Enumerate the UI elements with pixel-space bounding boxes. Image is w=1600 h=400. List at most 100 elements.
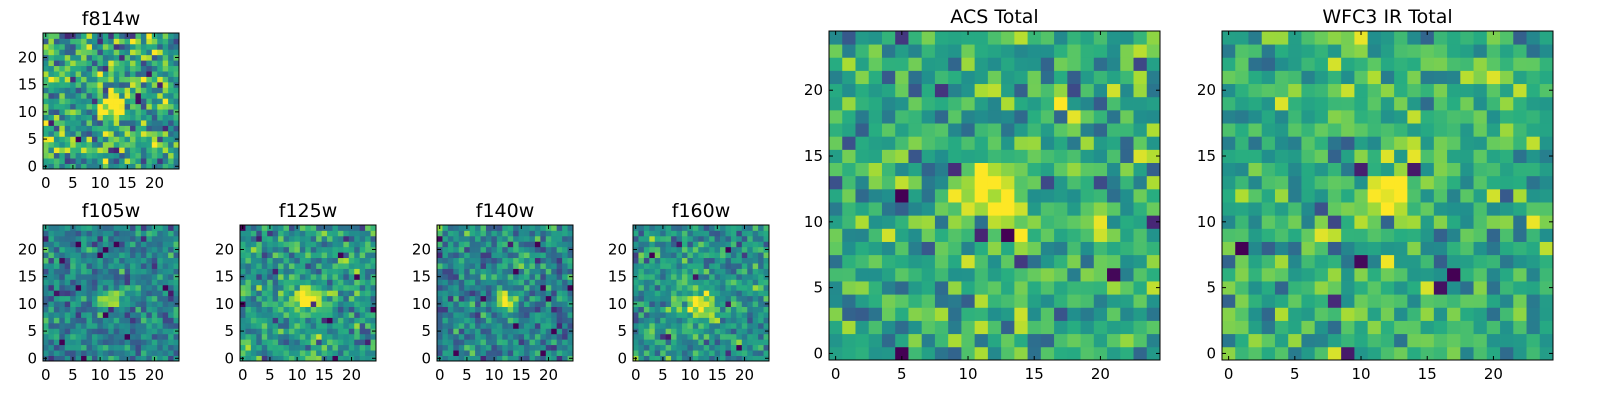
heatmap-cell — [921, 333, 936, 348]
heatmap-cell — [496, 268, 503, 275]
heatmap-cell — [709, 312, 715, 318]
heatmap-cell — [1526, 149, 1541, 163]
heatmap-cell — [485, 268, 492, 275]
heatmap-cell — [475, 290, 481, 297]
heatmap-cell — [91, 60, 98, 67]
heatmap-cell — [299, 252, 306, 259]
heatmap-cell — [513, 252, 519, 259]
heatmap-cell — [1407, 215, 1421, 229]
heatmap-cell — [53, 81, 60, 88]
heatmap-cell — [1526, 83, 1541, 98]
heatmap-cell — [327, 301, 333, 307]
heatmap-cell — [86, 130, 93, 137]
heatmap-cell — [86, 257, 93, 264]
heatmap-cell — [365, 268, 371, 275]
heatmap-cell — [842, 254, 856, 269]
heatmap-cell — [135, 263, 142, 269]
heatmap-cell — [70, 120, 77, 126]
heatmap-cell — [146, 87, 153, 94]
heatmap-cell — [562, 235, 568, 242]
heatmap-cell — [855, 83, 870, 98]
heatmap-cell — [1473, 188, 1488, 203]
heatmap-cell — [1367, 96, 1382, 111]
heatmap-cell — [124, 241, 131, 248]
heatmap-cell — [135, 312, 142, 318]
heatmap-cell — [1433, 136, 1448, 150]
heatmap-cell — [1433, 57, 1448, 71]
heatmap-cell — [475, 306, 481, 313]
heatmap-cell — [1040, 70, 1055, 85]
heatmap-cell — [119, 49, 125, 56]
heatmap-cell — [654, 284, 661, 291]
heatmap-cell — [534, 339, 541, 346]
heatmap-cell — [1001, 149, 1015, 163]
heatmap-cell — [1314, 346, 1329, 361]
heatmap-cell — [173, 317, 180, 324]
heatmap-cell — [908, 109, 923, 124]
heatmap-cell — [556, 246, 563, 253]
heatmap-cell — [687, 263, 694, 269]
heatmap-cell — [70, 328, 77, 335]
heatmap-cell — [119, 60, 125, 67]
heatmap-cell — [948, 267, 962, 282]
heatmap-cell — [752, 306, 759, 313]
heatmap-cell — [59, 43, 66, 50]
heatmap-cell — [1146, 228, 1161, 242]
heatmap-cell — [91, 152, 98, 159]
heatmap-cell — [316, 301, 322, 307]
heatmap-cell — [638, 328, 645, 335]
heatmap-cell — [359, 225, 366, 231]
heatmap-cell — [168, 125, 174, 132]
heatmap-cell — [1235, 31, 1249, 45]
heatmap-cell — [524, 333, 530, 340]
heatmap-cell — [278, 246, 284, 253]
heatmap-cell — [671, 333, 677, 340]
heatmap-cell — [763, 339, 770, 346]
heatmap-cell — [337, 350, 344, 356]
heatmap-cell — [1486, 254, 1501, 269]
heatmap-cell — [1301, 175, 1316, 190]
heatmap-cell — [475, 246, 481, 253]
heatmap-cell — [469, 279, 476, 286]
heatmap-cell — [1539, 44, 1554, 58]
heatmap-cell — [240, 252, 246, 259]
heatmap-cell — [948, 162, 962, 177]
heatmap-cell — [135, 284, 142, 291]
heatmap-cell — [437, 230, 443, 237]
heatmap-cell — [736, 295, 743, 302]
heatmap-cell — [1473, 254, 1488, 269]
heatmap-cell — [343, 295, 350, 302]
heatmap-cell — [1222, 202, 1236, 216]
heatmap-cell — [64, 147, 71, 154]
heatmap-cell — [698, 268, 705, 275]
heatmap-cell — [562, 290, 568, 297]
heatmap-cell — [173, 344, 180, 351]
y-tick-label: 5 — [1206, 279, 1216, 297]
heatmap-cell — [442, 257, 449, 264]
heatmap-cell — [921, 149, 936, 163]
heatmap-cell — [703, 344, 710, 351]
heatmap-cell — [1354, 188, 1369, 203]
heatmap-cell — [245, 290, 252, 297]
heatmap-cell — [1394, 70, 1408, 85]
heatmap-cell — [162, 109, 169, 115]
heatmap-cell — [43, 268, 49, 275]
heatmap-cell — [299, 225, 306, 231]
heatmap-cell — [1248, 136, 1263, 150]
heatmap-cell — [698, 322, 705, 329]
heatmap-cell — [81, 306, 87, 313]
heatmap-cell — [124, 246, 131, 253]
heatmap-cell — [447, 263, 454, 269]
heatmap-cell — [469, 350, 476, 356]
heatmap-cell — [1447, 333, 1461, 348]
heatmap-cell — [1274, 346, 1289, 361]
heatmap-cell — [1327, 57, 1342, 71]
heatmap-cell — [321, 328, 328, 335]
heatmap-cell — [491, 295, 498, 302]
heatmap-cell — [442, 290, 449, 297]
heatmap-cell — [332, 322, 339, 329]
heatmap-cell — [240, 235, 246, 242]
heatmap-cell — [370, 344, 377, 351]
heatmap-cell — [173, 290, 180, 297]
heatmap-cell — [660, 246, 667, 253]
